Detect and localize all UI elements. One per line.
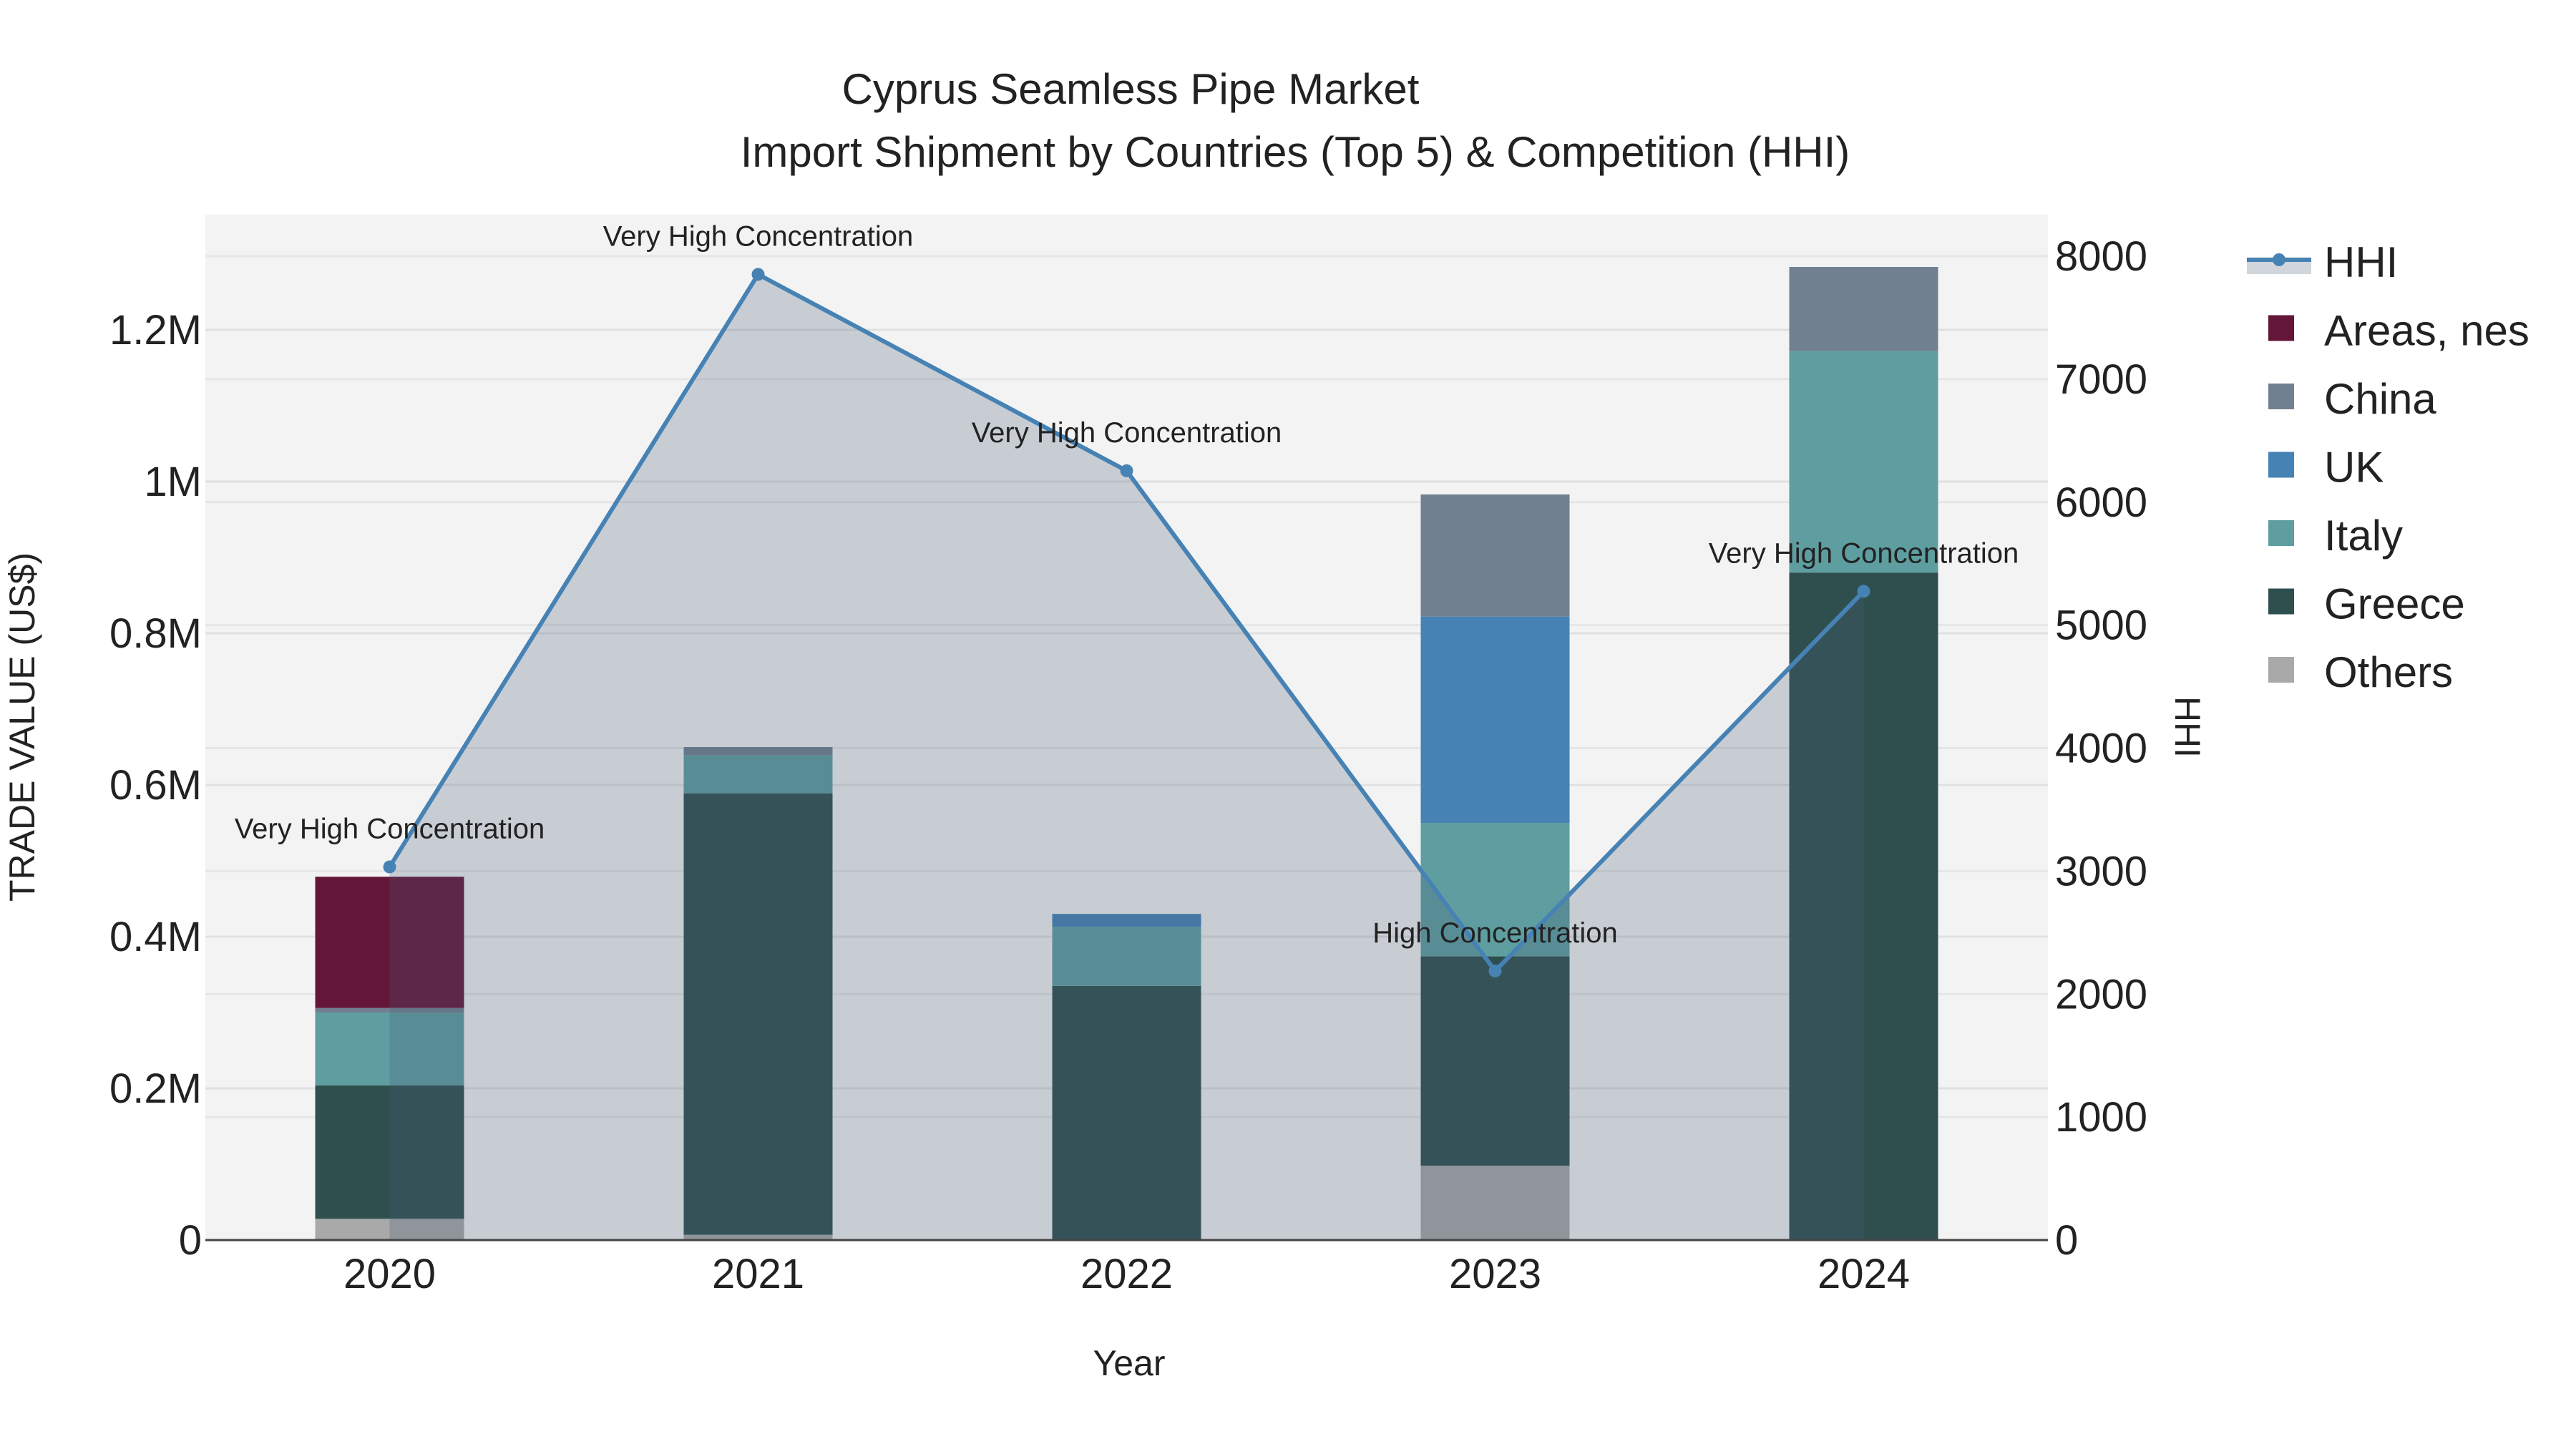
y2-tick-label: 0 <box>2055 1217 2078 1264</box>
legend-swatch-others <box>2268 657 2294 683</box>
hhi-annotation-2023: High Concentration <box>1372 917 1617 949</box>
bar-others-2020 <box>315 1219 464 1240</box>
bar-italy-2020 <box>315 1013 464 1085</box>
x-axis-title: Year <box>1093 1343 1165 1383</box>
y-tick-label: 0.2M <box>109 1065 202 1112</box>
legend-label-italy: Italy <box>2324 512 2403 560</box>
hhi-point-2024 <box>1857 585 1870 598</box>
y2-tick-label: 3000 <box>2055 848 2147 894</box>
bar-italy-2022 <box>1052 927 1201 986</box>
bar-greece-2022 <box>1052 985 1201 1240</box>
legend-swatch-areas-nes <box>2268 315 2294 341</box>
hhi-point-2020 <box>383 860 396 874</box>
legend-swatch-china <box>2268 384 2294 409</box>
legend-hhi-fill-swatch <box>2247 260 2311 274</box>
bar-china-2024 <box>1789 267 1938 351</box>
y-tick-label: 0.6M <box>109 762 202 809</box>
hhi-point-2021 <box>751 268 765 281</box>
y-tick-label: 1M <box>144 459 202 505</box>
bar-greece-2021 <box>683 793 833 1235</box>
legend-swatch-greece <box>2268 588 2294 615</box>
y2-tick-label: 8000 <box>2055 233 2147 280</box>
legend-label-others: Others <box>2324 648 2453 696</box>
bar-italy-2021 <box>683 755 833 794</box>
hhi-point-2022 <box>1120 464 1133 477</box>
x-tick-label: 2020 <box>343 1251 436 1297</box>
y2-tick-label: 5000 <box>2055 602 2147 649</box>
legend-label-uk: UK <box>2324 444 2384 492</box>
x-tick-label: 2021 <box>712 1251 804 1297</box>
bar-others-2023 <box>1420 1166 1570 1240</box>
y-tick-label: 0.4M <box>109 914 202 960</box>
y-tick-label: 0.8M <box>109 610 202 657</box>
bar-china-2023 <box>1420 494 1570 617</box>
hhi-annotation-2022: Very High Concentration <box>972 417 1282 449</box>
hhi-annotation-2020: Very High Concentration <box>235 814 545 845</box>
y2-tick-label: 6000 <box>2055 479 2147 526</box>
x-tick-label: 2023 <box>1449 1251 1541 1297</box>
bar-areas-nes-2020 <box>315 877 464 1008</box>
bar-greece-2024 <box>1789 572 1938 1240</box>
bar-greece-2023 <box>1420 956 1570 1166</box>
bar-china-2020 <box>315 1008 464 1013</box>
y2-axis-title: HHI <box>2167 696 2207 758</box>
y-tick-label: 0 <box>179 1217 202 1264</box>
hhi-annotation-2024: Very High Concentration <box>1709 537 2019 569</box>
bar-uk-2022 <box>1052 914 1201 927</box>
legend-label-greece: Greece <box>2324 580 2465 628</box>
bar-china-2021 <box>683 747 833 756</box>
bar-others-2021 <box>683 1234 833 1240</box>
bar-italy-2023 <box>1420 823 1570 957</box>
bars <box>315 267 1938 1240</box>
legend-swatch-uk <box>2268 452 2294 478</box>
axis-ticks: 2020 2021 2022 2023 2024 0 0.2M 0.4M 0.6M 0.8M 1M 1… <box>109 233 2147 1297</box>
y-tick-label: 1.2M <box>109 307 202 353</box>
y2-tick-label: 7000 <box>2055 356 2147 403</box>
chart-title: Cyprus Seamless Pipe Market <box>842 65 1420 113</box>
hhi-series: Very High Concentration Very High Concent… <box>235 220 2019 1240</box>
x-tick-label: 2024 <box>1818 1251 1910 1297</box>
y2-tick-label: 4000 <box>2055 726 2147 772</box>
hhi-annotation-2021: Very High Concentration <box>603 220 914 252</box>
legend-hhi-marker <box>2273 253 2285 266</box>
x-tick-label: 2022 <box>1080 1251 1173 1297</box>
y2-tick-label: 2000 <box>2055 971 2147 1018</box>
legend: HHI Areas, nes China UK Italy Greece Others <box>2247 238 2529 696</box>
legend-label-china: China <box>2324 375 2436 423</box>
chart-subtitle: Import Shipment by Countries (Top 5) & C… <box>741 128 1850 176</box>
y2-tick-label: 1000 <box>2055 1094 2147 1141</box>
bar-uk-2023 <box>1420 616 1570 823</box>
bar-italy-2024 <box>1789 351 1938 573</box>
legend-label-hhi: HHI <box>2324 238 2398 286</box>
hhi-point-2023 <box>1488 964 1502 977</box>
bar-greece-2020 <box>315 1085 464 1219</box>
y-axis-title: TRADE VALUE (US$) <box>2 552 42 902</box>
legend-swatch-italy <box>2268 520 2294 546</box>
legend-label-areas-nes: Areas, nes <box>2324 307 2529 355</box>
hhi-area-fill <box>389 274 1864 1240</box>
